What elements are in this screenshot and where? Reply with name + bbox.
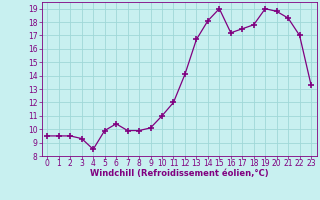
X-axis label: Windchill (Refroidissement éolien,°C): Windchill (Refroidissement éolien,°C): [90, 169, 268, 178]
